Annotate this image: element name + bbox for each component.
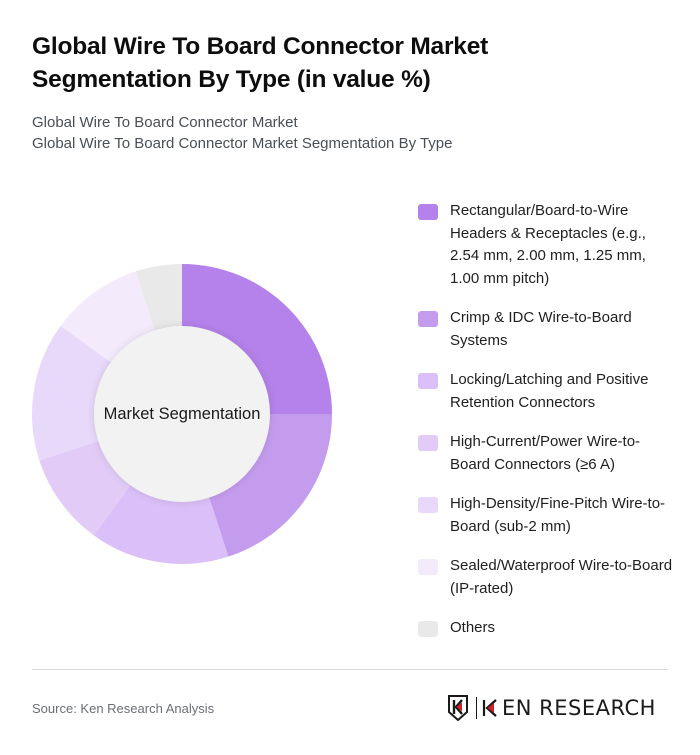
legend-swatch — [418, 559, 438, 575]
legend-swatch — [418, 621, 438, 637]
subtitle-line-1: Global Wire To Board Connector Market — [32, 114, 298, 131]
legend-item: Others — [418, 617, 678, 640]
legend-swatch — [418, 435, 438, 451]
chart-legend: Rectangular/Board-to-Wire Headers & Rece… — [418, 200, 678, 657]
legend-item: High-Current/Power Wire-to-Board Connect… — [418, 431, 678, 476]
legend-item: Sealed/Waterproof Wire-to-Board (IP-rate… — [418, 555, 678, 600]
subtitle-line-2: Global Wire To Board Connector Market Se… — [32, 135, 453, 152]
donut-hole — [94, 326, 270, 502]
donut-svg — [32, 264, 332, 564]
legend-swatch — [418, 497, 438, 513]
ken-k-icon — [482, 699, 497, 717]
legend-label: Crimp & IDC Wire-to-Board Systems — [450, 309, 632, 349]
legend-item: Locking/Latching and Positive Retention … — [418, 369, 678, 414]
legend-item: High-Density/Fine-Pitch Wire-to-Board (s… — [418, 493, 678, 538]
legend-label: Sealed/Waterproof Wire-to-Board (IP-rate… — [450, 557, 673, 597]
logo-text: EN RESEARCH — [502, 696, 656, 720]
footer-divider — [32, 669, 668, 670]
legend-label: Rectangular/Board-to-Wire Headers & Rece… — [450, 202, 646, 287]
chart-title: Global Wire To Board Connector Market Se… — [32, 33, 489, 93]
legend-swatch — [418, 373, 438, 389]
legend-label: Locking/Latching and Positive Retention … — [450, 371, 649, 411]
legend-item: Rectangular/Board-to-Wire Headers & Rece… — [418, 200, 678, 290]
legend-label: Others — [450, 619, 496, 636]
logo-divider — [476, 697, 477, 719]
chart-subtitle: Global Wire To Board Connector Market Gl… — [32, 112, 453, 154]
ken-research-logo: EN RESEARCH — [447, 694, 656, 722]
legend-item: Crimp & IDC Wire-to-Board Systems — [418, 307, 678, 352]
legend-swatch — [418, 311, 438, 327]
donut-chart: Market Segmentation — [32, 264, 332, 564]
source-note: Source: Ken Research Analysis — [32, 701, 215, 716]
legend-label: High-Current/Power Wire-to-Board Connect… — [450, 433, 641, 473]
legend-label: High-Density/Fine-Pitch Wire-to-Board (s… — [450, 495, 666, 535]
ken-research-shield-icon — [448, 695, 468, 721]
legend-swatch — [418, 204, 438, 220]
